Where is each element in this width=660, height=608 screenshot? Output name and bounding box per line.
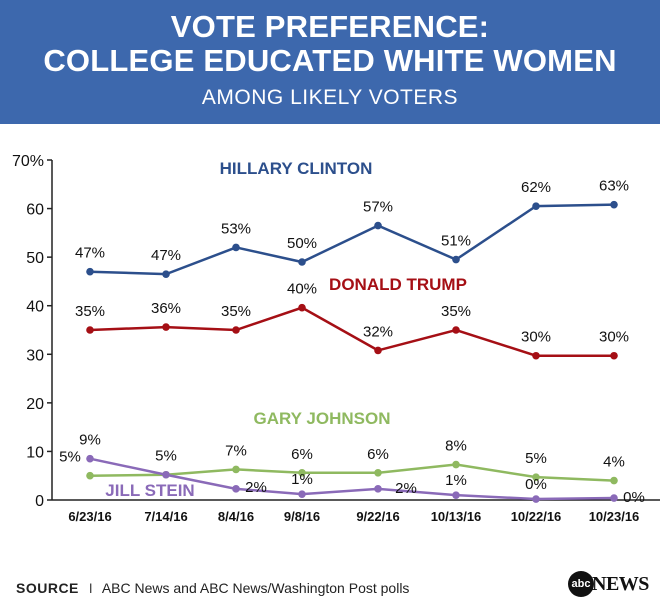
- x-tick-label: 10/22/16: [511, 509, 562, 524]
- series-name-label: DONALD TRUMP: [329, 275, 467, 294]
- data-point: [162, 323, 170, 331]
- data-point: [298, 469, 306, 477]
- data-point: [232, 243, 240, 252]
- series-name-label: HILLARY CLINTON: [220, 159, 373, 178]
- y-tick-label: 30: [26, 347, 44, 364]
- data-point: [162, 470, 170, 479]
- line-chart: 0 10 20 30 40 50 60 70% 6/23/16 7/14/16 8/4/16 9/8/…: [12, 153, 660, 524]
- data-point: [232, 326, 240, 334]
- y-tick-label: 10: [26, 444, 44, 461]
- y-tick-label: 70%: [12, 153, 44, 170]
- data-point: [532, 351, 540, 360]
- data-point: [610, 494, 618, 502]
- y-tick-label: 20: [26, 396, 44, 413]
- data-point: [610, 351, 618, 360]
- data-label: 1%: [445, 472, 467, 489]
- x-tick-label: 8/4/16: [218, 509, 254, 524]
- y-tick-label: 0: [35, 493, 44, 510]
- data-point: [532, 473, 540, 481]
- x-tick-label: 10/23/16: [589, 509, 640, 524]
- data-point: [374, 221, 382, 230]
- series-line-3: [89, 457, 615, 501]
- series-line-1: [89, 306, 614, 357]
- data-point: [86, 267, 94, 276]
- data-point: [374, 485, 382, 493]
- data-point: [86, 454, 94, 463]
- data-label: 8%: [445, 438, 467, 455]
- data-label: 57%: [363, 199, 393, 216]
- x-tick-label: 10/13/16: [431, 509, 482, 524]
- series-name-label: JILL STEIN: [105, 481, 194, 500]
- data-point: [610, 476, 618, 485]
- data-label: 35%: [221, 303, 251, 320]
- data-label: 5%: [59, 449, 81, 466]
- footer-source: SOURCE I ABC News and ABC News/Washingto…: [16, 580, 409, 596]
- data-point: [86, 471, 94, 480]
- data-label: 5%: [155, 448, 177, 465]
- data-point: [232, 465, 240, 474]
- data-point: [610, 200, 618, 209]
- source-label: SOURCE: [16, 580, 79, 596]
- data-label: 47%: [75, 245, 105, 262]
- x-tick-label: 7/14/16: [144, 509, 187, 524]
- data-label: 40%: [287, 281, 317, 298]
- data-label: 0%: [525, 476, 547, 493]
- data-label: 30%: [599, 329, 629, 346]
- data-point: [232, 485, 240, 493]
- data-label: 35%: [441, 303, 471, 320]
- data-label: 32%: [363, 323, 393, 340]
- data-point: [452, 255, 460, 264]
- x-tick-label: 9/8/16: [284, 509, 320, 524]
- x-tick-label: 6/23/16: [68, 509, 111, 524]
- data-label: 1%: [291, 471, 313, 488]
- data-label: 47%: [151, 247, 181, 264]
- data-label: 5%: [525, 450, 547, 467]
- data-point: [532, 495, 540, 503]
- data-label: 2%: [245, 479, 267, 496]
- y-tick-label: 50: [26, 250, 44, 267]
- data-point: [374, 469, 382, 477]
- data-point: [298, 303, 306, 312]
- data-point: [298, 258, 306, 266]
- chart-title-line-2: COLLEGE EDUCATED WHITE WOMEN: [43, 43, 617, 78]
- data-label: 0%: [623, 489, 645, 506]
- data-label: 62%: [521, 179, 551, 196]
- x-tick-label: 9/22/16: [356, 509, 399, 524]
- data-label: 63%: [599, 178, 629, 195]
- header-banner: VOTE PREFERENCE: COLLEGE EDUCATED WHITE …: [0, 0, 660, 124]
- data-point: [162, 270, 170, 278]
- data-label: 35%: [75, 303, 105, 320]
- data-label: 7%: [225, 442, 247, 459]
- y-tick-label: 40: [26, 299, 44, 316]
- data-label: 4%: [603, 454, 625, 471]
- chart-title-line-1: VOTE PREFERENCE:: [170, 9, 490, 44]
- data-point: [452, 491, 460, 499]
- data-label: 6%: [367, 446, 389, 463]
- source-separator: I: [88, 580, 93, 596]
- data-label: 36%: [151, 300, 181, 317]
- series-line-0: [89, 203, 615, 276]
- data-point: [298, 490, 306, 498]
- data-label: 30%: [521, 329, 551, 346]
- series-name-label: GARY JOHNSON: [254, 409, 391, 428]
- abc-logo-mark: abc: [568, 571, 594, 597]
- data-point: [532, 202, 540, 210]
- chart-subtitle: AMONG LIKELY VOTERS: [201, 86, 459, 109]
- data-point: [452, 326, 460, 334]
- series-line-2: [89, 463, 615, 482]
- data-point: [86, 326, 94, 334]
- source-text: ABC News and ABC News/Washington Post po…: [101, 580, 410, 596]
- data-label: 2%: [395, 480, 417, 497]
- data-label: 53%: [221, 220, 251, 237]
- data-label: 50%: [287, 235, 317, 252]
- data-point: [452, 460, 460, 469]
- data-label: 51%: [441, 233, 471, 250]
- news-logo-text: NEWS: [592, 573, 649, 595]
- data-point: [374, 346, 382, 355]
- y-tick-label: 60: [26, 202, 44, 219]
- data-label: 9%: [79, 432, 101, 449]
- data-label: 6%: [291, 446, 313, 463]
